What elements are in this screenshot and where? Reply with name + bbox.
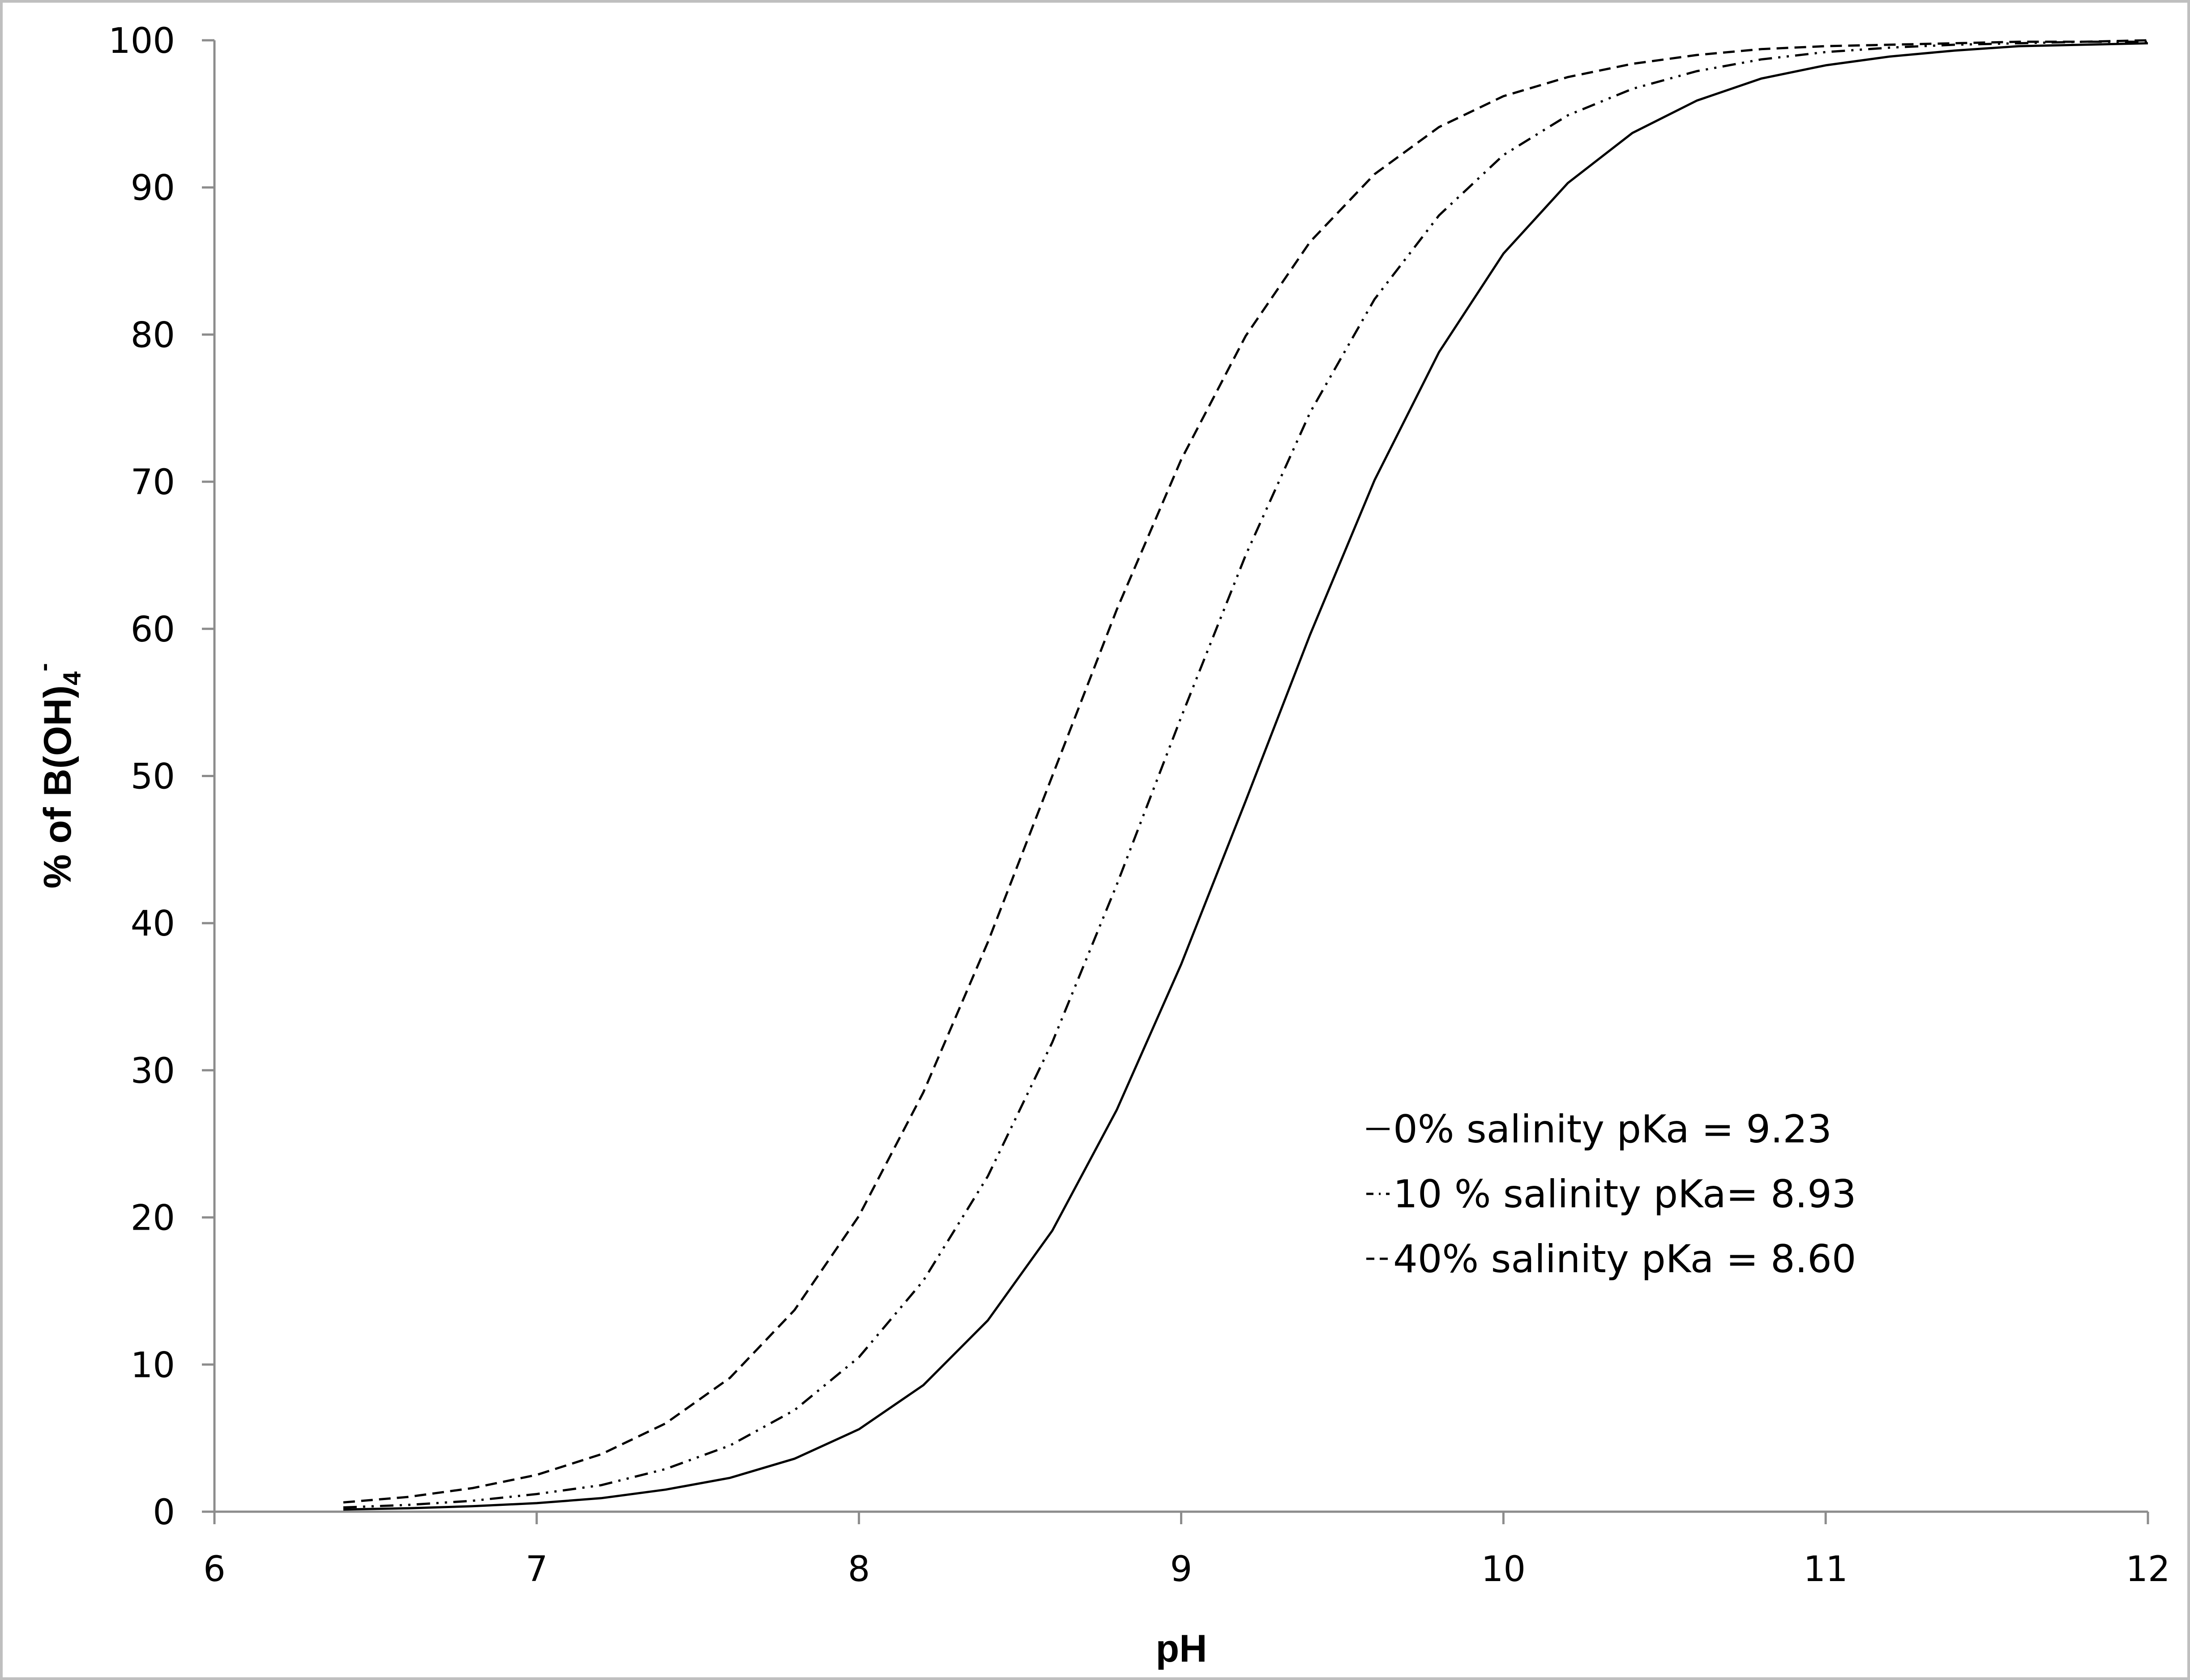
y-tick-label: 80 (131, 315, 175, 355)
legend-label-1: 0% salinity pKa = 9.23 (1393, 1107, 1832, 1152)
y-axis-ticks: 0 10 20 30 40 50 60 70 80 90 100 (108, 21, 214, 1533)
legend-label-3: 40% salinity pKa = 8.60 (1393, 1237, 1856, 1282)
y-tick-label: 10 (131, 1345, 175, 1385)
y-axis-title-subscript: 4 (58, 671, 86, 685)
x-tick-label: 10 (1481, 1549, 1526, 1590)
y-tick-label: 70 (131, 462, 175, 503)
svg-text:% of B(OH)4-: % of B(OH)4- (29, 663, 86, 889)
x-tick-label: 12 (2126, 1549, 2170, 1590)
x-axis-ticks: 6 7 8 9 10 11 12 (203, 1512, 2170, 1590)
x-tick-label: 11 (1804, 1549, 1848, 1590)
y-tick-label: 90 (131, 168, 175, 209)
y-axis-title-superscript: - (29, 663, 57, 671)
y-axis-title: % of B(OH)4- (29, 663, 86, 889)
y-tick-label: 40 (131, 904, 175, 944)
series-line-1 (343, 42, 2148, 1511)
y-tick-label: 20 (131, 1198, 175, 1239)
x-tick-label: 7 (526, 1549, 548, 1590)
x-tick-label: 8 (848, 1549, 870, 1590)
series-line-2 (343, 40, 2148, 1509)
legend: 0% salinity pKa = 9.23 10 % salinity pKa=… (1366, 1107, 1856, 1282)
y-tick-label: 60 (131, 610, 175, 650)
series-layer (343, 39, 2148, 1511)
legend-label-2: 10 % salinity pKa= 8.93 (1393, 1172, 1856, 1217)
y-tick-label: 0 (153, 1492, 175, 1533)
x-axis-title: pH (1156, 1627, 1207, 1670)
x-tick-label: 9 (1170, 1549, 1193, 1590)
y-tick-label: 100 (108, 21, 175, 61)
y-axis-title-main: % of B(OH) (36, 685, 79, 889)
x-tick-label: 6 (203, 1549, 226, 1590)
y-tick-label: 30 (131, 1051, 175, 1091)
y-tick-label: 50 (131, 757, 175, 797)
series-line-3 (343, 39, 2148, 1504)
